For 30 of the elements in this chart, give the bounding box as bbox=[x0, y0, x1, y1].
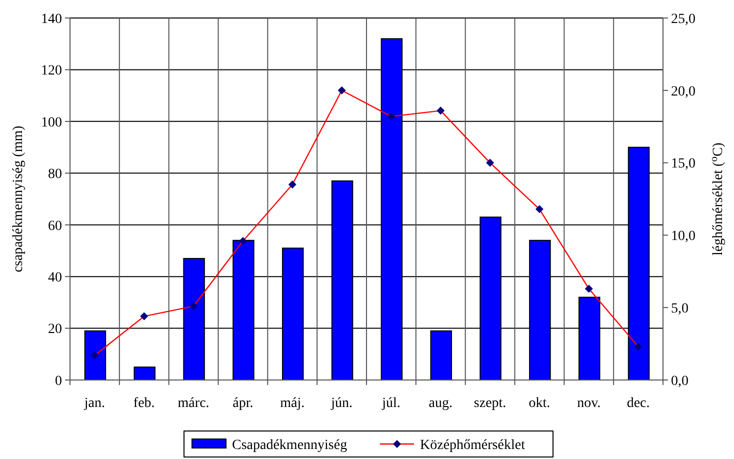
x-tick-label: ápr. bbox=[232, 396, 254, 411]
y2-tick-label: 25,0 bbox=[671, 12, 696, 27]
x-tick-label: máj. bbox=[280, 396, 305, 411]
x-tick-label: jan. bbox=[83, 396, 106, 411]
x-tick-label: nov. bbox=[577, 396, 601, 411]
y-tick-label: 20 bbox=[48, 322, 62, 338]
y-tick-label: 100 bbox=[41, 115, 62, 130]
y-tick-label: 40 bbox=[48, 270, 62, 286]
y-tick-label: 0 bbox=[55, 374, 62, 389]
x-tick-label: dec. bbox=[626, 396, 650, 411]
y2-tick-label: 0,0 bbox=[671, 374, 688, 389]
bar bbox=[134, 366, 156, 380]
x-tick-label: jún. bbox=[330, 396, 352, 411]
y-tick-label: 60 bbox=[48, 218, 62, 234]
y-tick-label: 80 bbox=[48, 167, 62, 182]
y2-tick-label: 10,0 bbox=[671, 229, 696, 244]
y2-tick-label: 15,0 bbox=[671, 156, 696, 172]
y-tick-label: 120 bbox=[41, 64, 62, 79]
y2-tick-label: 5,0 bbox=[671, 302, 688, 316]
legend-label: Középhőmérséklet bbox=[420, 438, 526, 453]
y2-tick-label: 20,0 bbox=[671, 84, 696, 100]
legend-label: Csapadékmennyiség bbox=[232, 438, 348, 453]
x-tick-label: júl. bbox=[381, 396, 400, 411]
x-tick-label: aug. bbox=[428, 396, 452, 411]
y-axis-title: csapadékmennyiség (mm) bbox=[11, 125, 26, 272]
x-tick-label: okt. bbox=[528, 396, 550, 411]
x-tick-label: feb. bbox=[133, 396, 155, 411]
x-tick-label: szept. bbox=[474, 396, 506, 411]
x-tick-label: márc. bbox=[178, 396, 210, 411]
y-tick-label: 140 bbox=[41, 12, 62, 27]
